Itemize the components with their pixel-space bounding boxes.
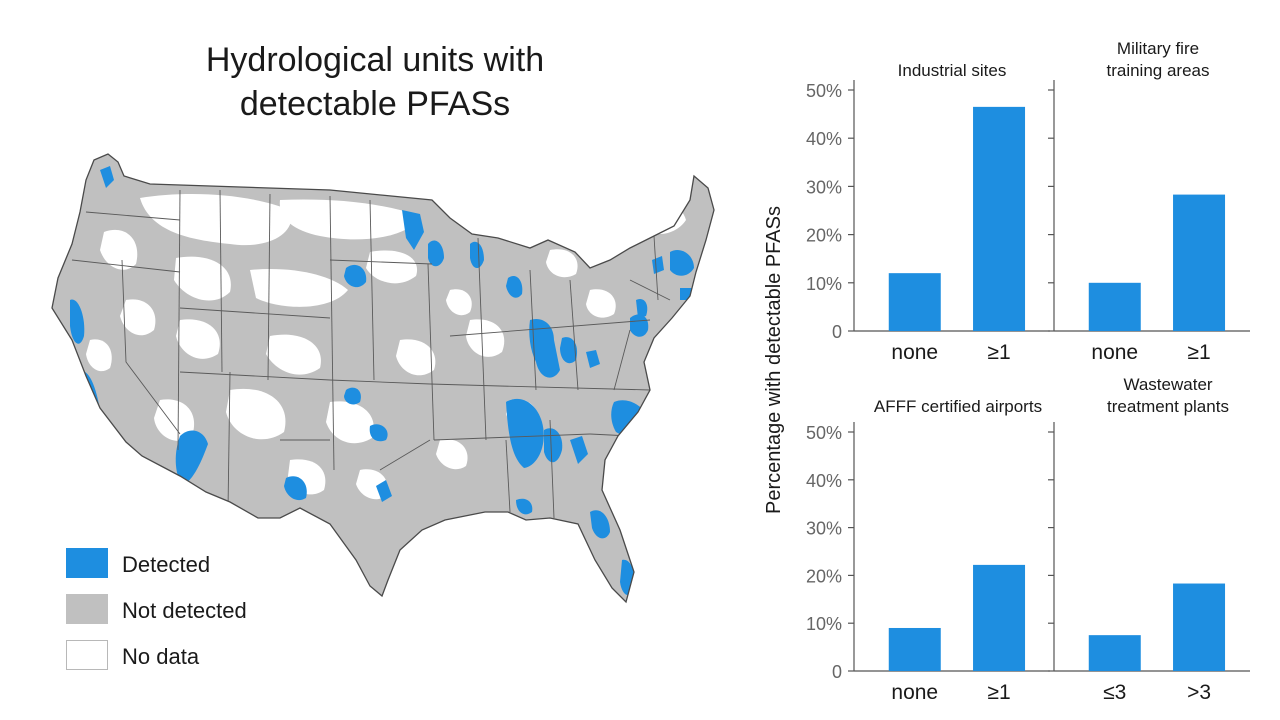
bar-second <box>1173 583 1226 671</box>
chart-title: Industrial sites <box>898 61 1007 80</box>
chart-title: Wastewater <box>1123 375 1212 394</box>
legend-label-detected: Detected <box>122 552 211 577</box>
chart-title: AFFF certified airports <box>874 397 1042 416</box>
x-tick-label: >3 <box>1187 681 1211 704</box>
us-map <box>51 153 715 603</box>
legend-swatch-detected <box>66 548 108 578</box>
bar-second <box>973 106 1026 332</box>
map-title-line-2: detectable PFASs <box>239 85 511 123</box>
state-borders <box>71 189 671 519</box>
x-tick-label: none <box>1091 341 1138 364</box>
y-tick-label: 30% <box>806 177 842 197</box>
y-tick-label: 20% <box>806 226 842 246</box>
x-tick-label: none <box>891 681 938 704</box>
x-tick-label: ≤3 <box>1103 681 1126 704</box>
y-tick-label: 50% <box>806 423 842 443</box>
y-tick-label: 10% <box>806 274 842 294</box>
y-axis-label: Percentage with detectable PFASs <box>763 206 785 514</box>
detected-regions <box>70 166 694 596</box>
bar-first <box>1088 282 1141 331</box>
y-tick-label: 20% <box>806 566 842 586</box>
y-tick-label: 50% <box>806 81 842 101</box>
bar-first <box>1088 635 1141 671</box>
bar-first <box>888 273 941 331</box>
y-tick-label: 40% <box>806 129 842 149</box>
bar-second <box>1173 194 1226 331</box>
map-title-line-1: Hydrological units with <box>205 41 545 79</box>
chart-title: treatment plants <box>1107 397 1229 416</box>
x-tick-label: ≥1 <box>987 681 1010 704</box>
x-tick-label: ≥1 <box>987 341 1010 364</box>
legend-label-no-data: No data <box>122 644 200 669</box>
chart-title: training areas <box>1106 61 1209 80</box>
y-tick-label: 30% <box>806 519 842 539</box>
legend-label-not-detected: Not detected <box>122 598 247 623</box>
y-tick-label: 40% <box>806 471 842 491</box>
legend-swatch-not-detected <box>66 594 108 624</box>
legend-swatch-no-data <box>66 640 108 670</box>
bar-first <box>888 627 941 671</box>
bar-charts: 0 10% 20% 30% 40% 50% none ≥1 Industrial sites no… <box>763 39 1250 704</box>
x-tick-label: none <box>891 341 938 364</box>
chart-title: Military fire <box>1117 39 1199 58</box>
y-tick-label: 0 <box>832 322 842 342</box>
x-tick-label: ≥1 <box>1187 341 1210 364</box>
y-tick-label: 0 <box>832 662 842 682</box>
map-title: Hydrological units with detectable PFASs <box>140 38 610 126</box>
bar-second <box>973 564 1026 671</box>
y-tick-label: 10% <box>806 614 842 634</box>
